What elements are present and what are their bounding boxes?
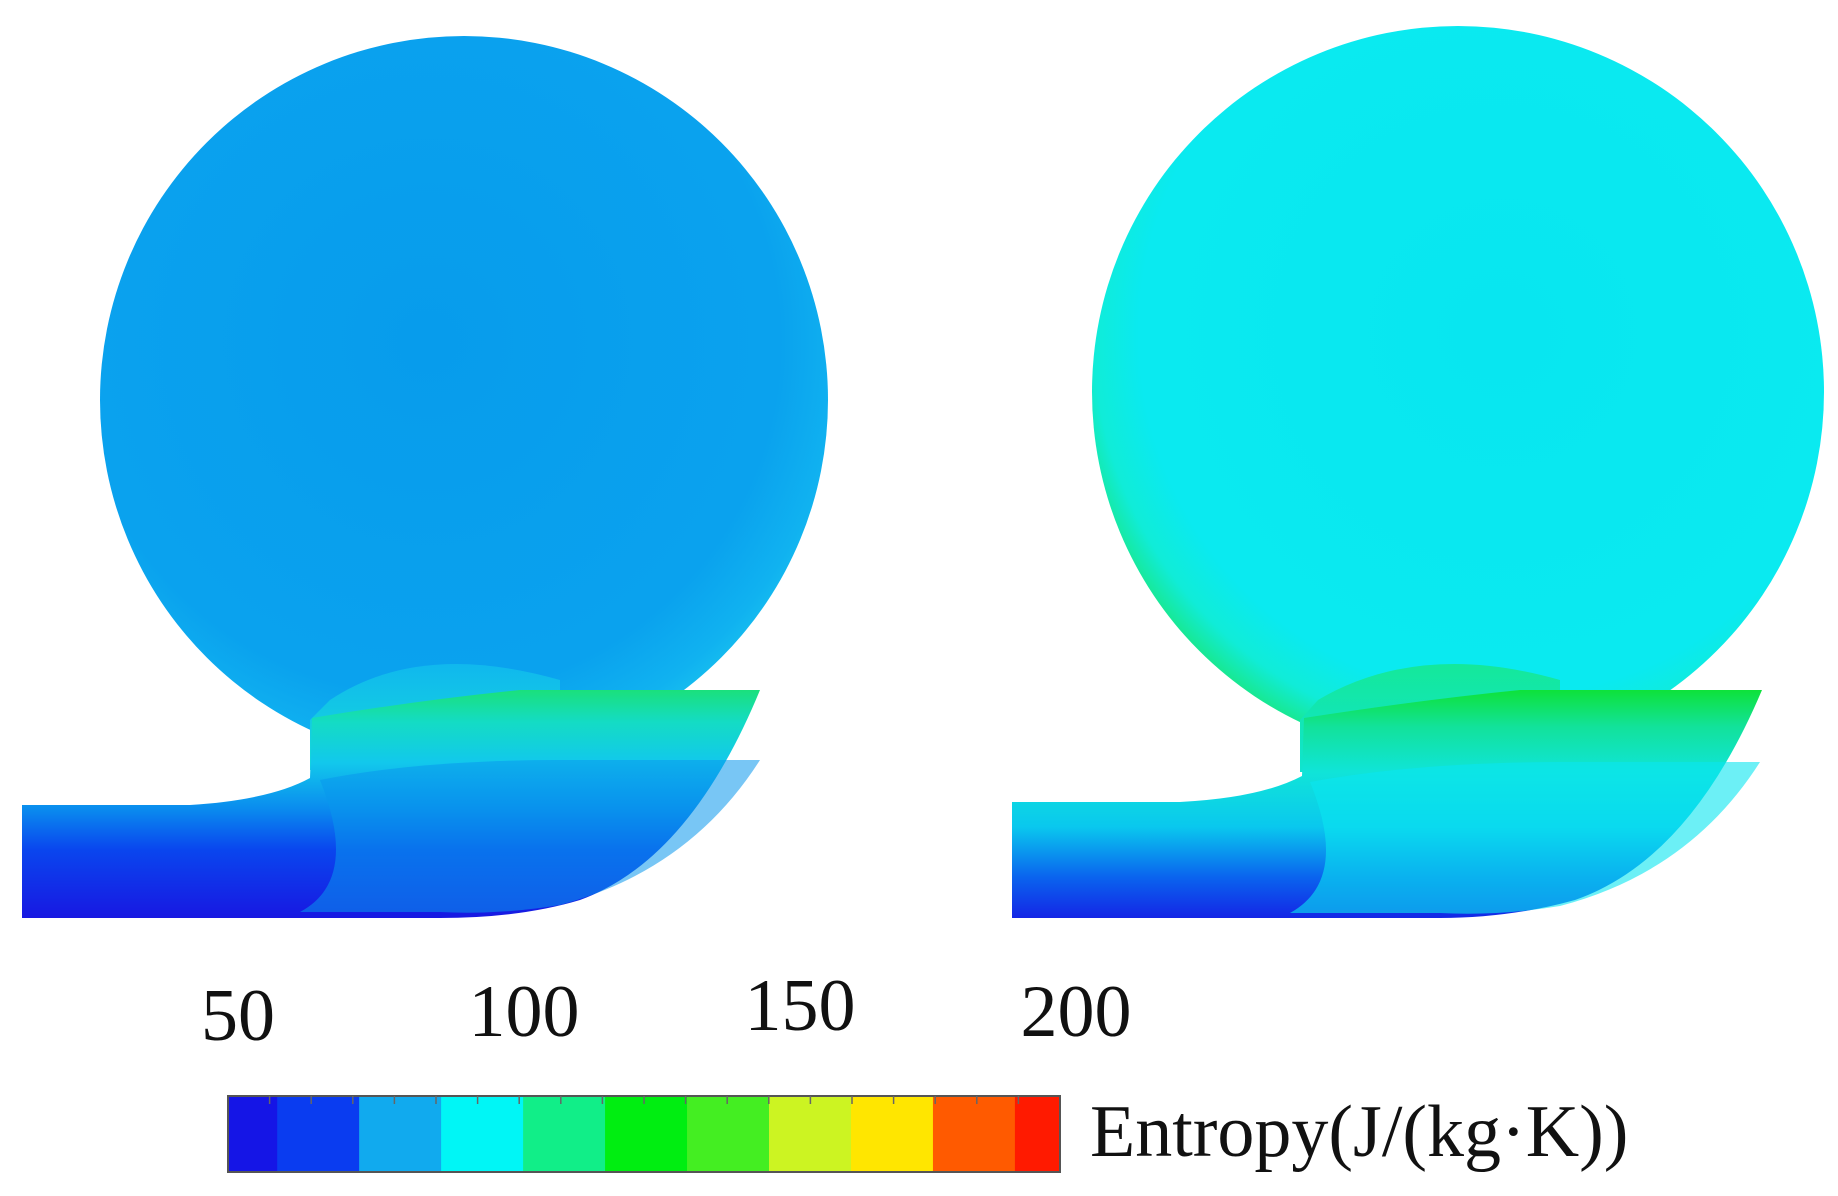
- right-volute-contour: [1012, 26, 1824, 918]
- legend-tick-label: 200: [1021, 971, 1132, 1053]
- legend-color-band: [850, 1096, 934, 1172]
- legend-color-band: [687, 1096, 770, 1172]
- legend-tick-label: 150: [745, 965, 856, 1047]
- color-legend: 50 100 150 200 Entropy(J/(kg·K)): [201, 965, 1628, 1173]
- left-volute-contour: [22, 36, 828, 918]
- legend-color-band: [277, 1096, 360, 1172]
- legend-minor-ticks: [268, 1096, 1020, 1104]
- legend-color-bar: [228, 1096, 1061, 1172]
- legend-tick-label: 100: [469, 971, 580, 1053]
- legend-color-band: [1014, 1096, 1061, 1172]
- legend-color-band: [523, 1096, 606, 1172]
- legend-title: Entropy(J/(kg·K)): [1090, 1091, 1628, 1173]
- legend-color-band: [359, 1096, 442, 1172]
- legend-color-band: [932, 1096, 1016, 1172]
- legend-color-band: [769, 1096, 852, 1172]
- legend-color-band: [228, 1096, 278, 1172]
- legend-color-band: [441, 1096, 524, 1172]
- right-volute-outlet-blend: [1290, 762, 1760, 914]
- right-volute-body: [1092, 26, 1824, 758]
- left-volute-outlet-blend: [300, 760, 760, 913]
- legend-tick-label: 50: [201, 975, 275, 1057]
- left-volute-body: [100, 36, 828, 764]
- legend-color-band: [605, 1096, 688, 1172]
